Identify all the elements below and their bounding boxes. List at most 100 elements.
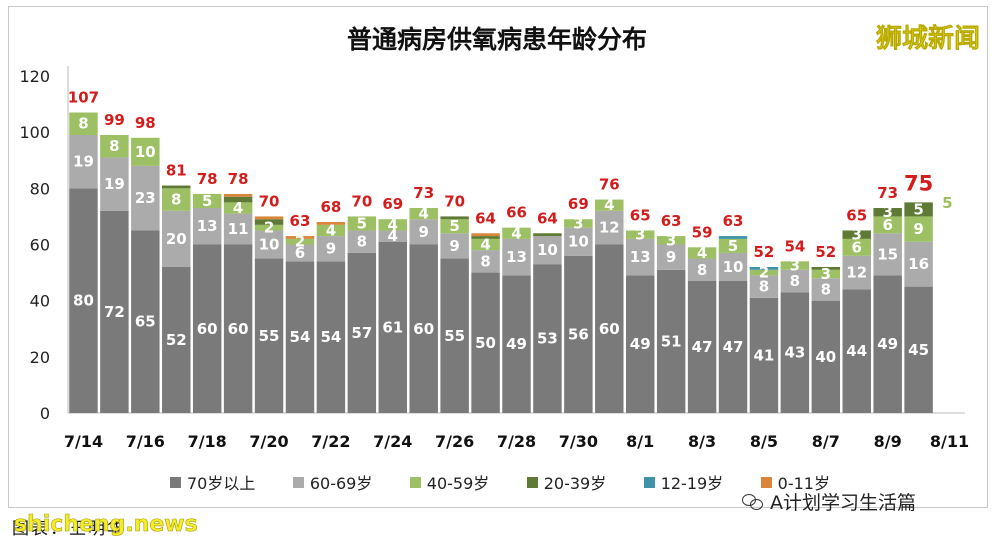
- x-tick-label: 7/30: [559, 432, 598, 451]
- segment-value-label: 19: [73, 153, 94, 171]
- segment-value-label: 4: [233, 199, 243, 217]
- total-value-label: 99: [104, 111, 125, 129]
- bar-segment: [749, 275, 779, 298]
- x-tick-label: 7/20: [249, 432, 288, 451]
- segment-value-label: 9: [449, 237, 459, 255]
- segment-value-label: 4: [326, 221, 336, 239]
- bar-segment: [440, 233, 469, 259]
- x-tick-label: 7/18: [188, 432, 227, 451]
- bar-segment: [378, 241, 408, 413]
- y-tick-label: 80: [30, 179, 50, 198]
- total-value-label: 68: [320, 198, 341, 216]
- segment-value-label: 8: [109, 137, 119, 155]
- x-tick-label: 7/26: [435, 432, 474, 451]
- segment-value-label: 16: [908, 255, 929, 273]
- segment-value-label: 10: [135, 143, 156, 161]
- wechat-label: A计划学习生活篇: [770, 492, 916, 514]
- bar-segment: [502, 275, 531, 413]
- legend-swatch: [170, 476, 181, 488]
- bar-segment: [718, 236, 748, 239]
- bar-segment: [873, 216, 902, 234]
- bar-segment: [254, 216, 284, 220]
- bar-segment: [192, 193, 222, 208]
- total-value-label: 59: [692, 223, 713, 241]
- total-value-label: 63: [723, 212, 744, 230]
- wechat-icon: [742, 493, 764, 510]
- bar-segment: [440, 258, 469, 413]
- bar-segment: [533, 264, 562, 413]
- bar-segment: [100, 134, 129, 158]
- segment-value-label: 56: [568, 325, 589, 343]
- total-value-label: 70: [444, 192, 465, 210]
- bar-segment: [811, 300, 841, 413]
- bar-segment: [502, 227, 531, 239]
- bar-segment: [409, 244, 438, 413]
- bar-segment: [285, 261, 315, 413]
- segment-value-label: 4: [511, 224, 521, 242]
- segment-value-label: 2: [295, 233, 305, 251]
- bar-segment: [316, 224, 346, 237]
- segment-value-label: 60: [228, 320, 249, 338]
- bar-segment: [254, 219, 284, 225]
- legend: 70岁以上 60-69岁 40-59岁 20-39岁 12-19岁 0-11岁: [170, 470, 830, 494]
- segment-value-label: 43: [784, 344, 805, 362]
- bar-segment: [471, 250, 500, 273]
- segment-value-label: 9: [666, 248, 676, 266]
- segment-value-label: 60: [413, 320, 434, 338]
- segment-value-label: 5: [202, 192, 212, 210]
- bar-segment: [718, 238, 748, 253]
- bar-segment: [564, 227, 593, 256]
- segment-value-label: 5: [357, 214, 367, 232]
- bar-segment: [285, 236, 315, 239]
- segment-value-label: 13: [197, 217, 218, 235]
- x-tick-label: 7/24: [373, 432, 412, 451]
- bar-segment: [656, 269, 686, 413]
- legend-label: 12-19岁: [660, 474, 724, 493]
- segment-value-label: 40: [815, 348, 836, 366]
- bar-segment: [285, 238, 315, 245]
- bar-segment: [502, 238, 531, 276]
- bar-segment: [223, 193, 253, 197]
- total-value-label: 63: [661, 212, 682, 230]
- bar-segment: [780, 269, 810, 293]
- bar-segment: [811, 278, 841, 301]
- segment-value-label: 4: [480, 236, 490, 254]
- segment-value-label: 13: [630, 248, 651, 266]
- segment-value-label: 2: [759, 264, 769, 282]
- y-tick-label: 60: [30, 236, 50, 255]
- total-value-label: 78: [197, 170, 218, 188]
- segment-value-label: 3: [635, 226, 645, 244]
- bar-segment: [687, 247, 717, 259]
- segment-value-label: 4: [388, 216, 398, 234]
- segment-value-label: 51: [661, 332, 682, 350]
- bar-segment: [873, 233, 902, 276]
- bar-segment: [904, 216, 933, 242]
- segment-value-label: 47: [692, 338, 713, 356]
- bar-segment: [347, 252, 377, 413]
- bar-segment: [254, 224, 284, 231]
- total-value-label: 69: [382, 195, 403, 213]
- total-value-label: 66: [506, 204, 527, 222]
- x-tick-label: 7/16: [126, 432, 165, 451]
- segment-value-label: 60: [599, 320, 620, 338]
- segment-value-label: 10: [537, 241, 558, 259]
- legend-swatch: [526, 476, 538, 488]
- bar-segment: [223, 196, 253, 203]
- bar-segment: [471, 236, 500, 239]
- y-tick-label: 20: [30, 348, 50, 367]
- bar-segment: [533, 236, 562, 265]
- bar-segment: [842, 238, 871, 256]
- x-tick-label: 7/22: [311, 432, 350, 451]
- bar-segment: [162, 185, 191, 189]
- bar-segment: [347, 216, 377, 231]
- bar-segment: [440, 216, 469, 220]
- legend-item: 70岁以上: [170, 470, 255, 494]
- bar-segment: [162, 188, 191, 211]
- total-value-label: 69: [568, 195, 589, 213]
- segment-value-label: 3: [882, 203, 892, 221]
- bar-segment: [192, 207, 222, 245]
- segment-value-label: 10: [568, 233, 589, 251]
- total-value-label: 73: [877, 184, 898, 202]
- bar-segment: [254, 230, 284, 259]
- segment-value-label: 55: [444, 327, 465, 345]
